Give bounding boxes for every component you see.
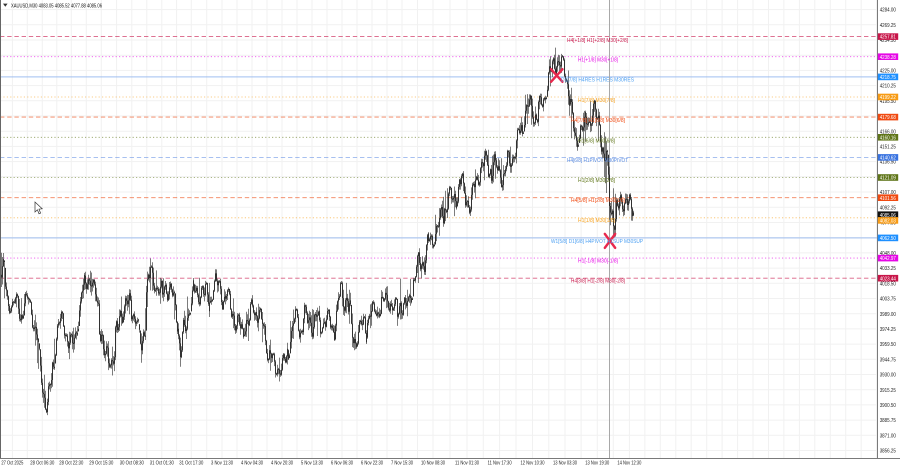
svg-text:4003.75: 4003.75 (880, 297, 896, 303)
svg-text:27 Oct 2025: 27 Oct 2025 (1, 461, 23, 467)
svg-text:3989.00: 3989.00 (880, 312, 896, 318)
svg-text:6 Nov 06:30: 6 Nov 06:30 (331, 461, 353, 467)
svg-text:28 Oct 22:30: 28 Oct 22:30 (59, 461, 83, 467)
svg-text:31 Oct 17:30: 31 Oct 17:30 (179, 461, 203, 467)
svg-text:11 Nov 01:30: 11 Nov 01:30 (455, 461, 479, 467)
svg-text:4 Nov 04:30: 4 Nov 04:30 (241, 461, 263, 467)
svg-text:3959.50: 3959.50 (880, 342, 896, 348)
svg-text:H1[2/8] M30[2/8]: H1[2/8] M30[2/8] (578, 178, 615, 184)
svg-text:H1[7/8] M30[7/8]: H1[7/8] M30[7/8] (578, 98, 615, 104)
svg-text:4199.22: 4199.22 (880, 95, 896, 101)
svg-text:H4[5/8] H1[2/8] M30[1/8]: H4[5/8] H1[2/8] M30[1/8] (571, 198, 625, 204)
svg-text:4218.75: 4218.75 (880, 75, 896, 81)
svg-text:11 Nov 17:30: 11 Nov 17:30 (488, 461, 512, 467)
svg-text:4107.00: 4107.00 (880, 190, 896, 196)
svg-text:4082.03: 4082.03 (880, 219, 896, 225)
svg-text:6 Nov 22:30: 6 Nov 22:30 (361, 461, 383, 467)
svg-text:4092.25: 4092.25 (880, 205, 896, 211)
svg-text:4085.06: 4085.06 (880, 213, 896, 219)
svg-text:12 Nov 10:30: 12 Nov 10:30 (521, 461, 545, 467)
svg-text:H4[7/8] H1[6/8] M30[6/8]: H4[7/8] H1[6/8] M30[6/8] (571, 118, 625, 124)
svg-text:3856.25: 3856.25 (880, 449, 896, 455)
svg-text:4269.25: 4269.25 (880, 23, 896, 29)
svg-text:4 Nov 20:30: 4 Nov 20:30 (271, 461, 293, 467)
svg-text:4238.28: 4238.28 (880, 55, 896, 61)
svg-text:4210.25: 4210.25 (880, 84, 896, 90)
svg-text:5 Nov 13:30: 5 Nov 13:30 (301, 461, 323, 467)
svg-text:3915.25: 3915.25 (880, 388, 896, 394)
svg-text:4062.50: 4062.50 (880, 236, 896, 242)
svg-text:14 Nov 12:30: 14 Nov 12:30 (617, 461, 641, 467)
svg-text:29 Oct 15:30: 29 Oct 15:30 (89, 461, 113, 467)
svg-text:4042.97: 4042.97 (880, 256, 896, 262)
svg-text:4140.62: 4140.62 (880, 156, 896, 162)
svg-text:3 Nov 11:30: 3 Nov 11:30 (211, 461, 233, 467)
svg-text:W1[5/8] D1[6/8] H4PIVOT H1SUP: W1[5/8] D1[6/8] H4PIVOT H1SUP M30SUP (551, 239, 643, 245)
svg-text:4033.25: 4033.25 (880, 266, 896, 272)
svg-text:3900.50: 3900.50 (880, 403, 896, 409)
svg-text:3930.00: 3930.00 (880, 373, 896, 379)
svg-text:H1[6/8] M30[6/8]: H1[6/8] M30[6/8] (578, 139, 615, 145)
svg-text:10 Nov 08:30: 10 Nov 08:30 (421, 461, 445, 467)
svg-text:4225.00: 4225.00 (880, 69, 896, 75)
svg-text:H4[3/8] H1[-2/8] M30[-2/8]: H4[3/8] H1[-2/8] M30[-2/8] (571, 279, 625, 285)
svg-text:31 Oct 01:30: 31 Oct 01:30 (150, 461, 174, 467)
svg-text:3885.75: 3885.75 (880, 418, 896, 424)
svg-text:13 Nov 03:30: 13 Nov 03:30 (553, 461, 577, 467)
svg-text:XAUUSD,M30 4083.05 4085.52 407: XAUUSD,M30 4083.05 4085.52 4077.88 4085.… (11, 3, 102, 9)
svg-text:D1[7/8] H4RES H1RES M30RES: D1[7/8] H4RES H1RES M30RES (561, 78, 634, 84)
svg-text:3871.00: 3871.00 (880, 433, 896, 439)
svg-text:H4[6/8] H1PIVOT M30PIVOT: H4[6/8] H1PIVOT M30PIVOT (567, 158, 629, 164)
svg-text:4257.81: 4257.81 (880, 35, 896, 41)
svg-text:4179.68: 4179.68 (880, 115, 896, 121)
svg-text:4136.50: 4136.50 (880, 160, 896, 166)
svg-text:4151.25: 4151.25 (880, 145, 896, 151)
svg-text:3974.25: 3974.25 (880, 327, 896, 333)
svg-text:H1[-1/8] M30[-1/8]: H1[-1/8] M30[-1/8] (578, 259, 618, 265)
svg-text:7 Nov 15:30: 7 Nov 15:30 (391, 461, 413, 467)
svg-text:4166.00: 4166.00 (880, 129, 896, 135)
svg-text:4195.50: 4195.50 (880, 99, 896, 105)
svg-text:4160.16: 4160.16 (880, 135, 896, 141)
svg-text:H4[+1/8] H1[+2/8] M30[+2/8]: H4[+1/8] H1[+2/8] M30[+2/8] (567, 38, 628, 44)
svg-text:4048.00: 4048.00 (880, 251, 896, 257)
svg-text:30 Oct 08:30: 30 Oct 08:30 (120, 461, 144, 467)
svg-text:3944.75: 3944.75 (880, 357, 896, 363)
svg-text:4023.44: 4023.44 (880, 276, 896, 282)
svg-text:4101.56: 4101.56 (880, 196, 896, 202)
svg-text:4254.50: 4254.50 (880, 38, 896, 44)
svg-text:4284.00: 4284.00 (880, 8, 896, 14)
svg-text:13 Nov 19:30: 13 Nov 19:30 (585, 461, 609, 467)
svg-text:H1[+1/8] M30[+1/8]: H1[+1/8] M30[+1/8] (578, 58, 618, 64)
svg-text:28 Oct 06:30: 28 Oct 06:30 (30, 461, 54, 467)
svg-text:4018.50: 4018.50 (880, 281, 896, 287)
svg-text:H1[1/8] M30[1/8]: H1[1/8] M30[1/8] (578, 218, 615, 224)
svg-text:4121.09: 4121.09 (880, 176, 896, 182)
